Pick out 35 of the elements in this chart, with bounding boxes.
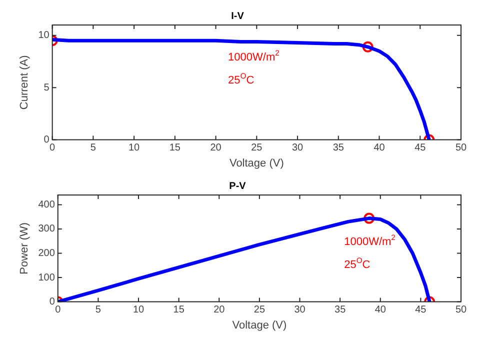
- x-axis-title: Voltage (V): [232, 319, 287, 332]
- y-tick-label: 400: [38, 199, 56, 210]
- x-tick-label: 25: [254, 304, 266, 316]
- chart-title: I-V: [231, 10, 244, 22]
- x-tick-label: 15: [173, 304, 185, 316]
- x-tick-label: 30: [294, 304, 306, 316]
- x-tick-label: 10: [128, 142, 140, 154]
- x-tick-label: 40: [374, 142, 386, 154]
- y-tick-label: 10: [38, 30, 50, 42]
- x-tick-label: 35: [334, 304, 346, 316]
- x-tick-label: 20: [210, 142, 222, 154]
- x-tick-label: 15: [169, 142, 181, 154]
- y-tick-label: 300: [38, 224, 56, 235]
- y-tick-label: 100: [38, 272, 56, 284]
- x-tick-label: 25: [251, 142, 263, 154]
- x-tick-label: 40: [374, 304, 386, 316]
- x-tick-label: 10: [132, 304, 145, 316]
- y-axis-title: Power (W): [18, 222, 31, 274]
- x-tick-label: 45: [415, 304, 427, 316]
- y-tick-label: 0: [44, 134, 50, 146]
- x-tick-label: 20: [214, 304, 226, 316]
- x-tick-label: 5: [90, 142, 96, 154]
- x-tick-label: 50: [455, 142, 467, 154]
- y-tick-label: 5: [44, 82, 50, 94]
- x-tick-label: 50: [455, 304, 467, 316]
- x-tick-label: 45: [414, 142, 426, 154]
- x-tick-label: 5: [95, 304, 102, 316]
- x-tick-label: 30: [292, 142, 304, 154]
- x-tick-label: 35: [332, 142, 344, 154]
- y-axis-title: Current (A): [18, 55, 31, 110]
- chart-title: P-V: [229, 180, 246, 192]
- y-tick-label: 0: [49, 296, 56, 308]
- y-tick-label: 200: [38, 248, 56, 260]
- point: [362, 41, 374, 52]
- x-axis-title: Voltage (V): [229, 157, 284, 170]
